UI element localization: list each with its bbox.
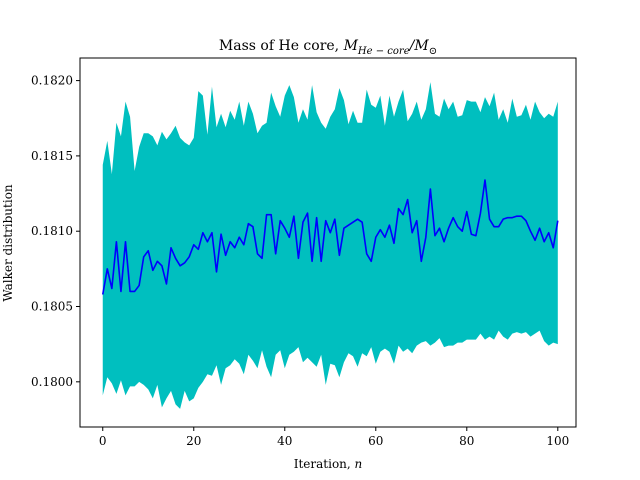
- chart-title: Mass of He core, MHe − core/M⊙: [219, 38, 437, 57]
- x-tick-label: 40: [277, 434, 292, 448]
- x-tick-label: 60: [368, 434, 383, 448]
- y-tick-label: 0.1820: [31, 74, 73, 88]
- axes-frame: [79, 57, 577, 428]
- x-axis-label: Iteration, n: [294, 457, 363, 471]
- y-tick-label: 0.1805: [31, 300, 73, 314]
- x-tick-label: 80: [459, 434, 474, 448]
- median-line: [101, 179, 559, 295]
- x-tick-label: 100: [546, 434, 569, 448]
- y-tick-label: 0.1810: [31, 224, 73, 238]
- walker-spread-band: [102, 82, 558, 409]
- y-tick-label: 0.1800: [31, 375, 73, 389]
- x-axis: 0 20 40 60 80 100: [99, 427, 569, 448]
- x-tick-label: 0: [99, 434, 107, 448]
- plot-area: [101, 82, 559, 409]
- y-axis-label: Walker distribution: [1, 184, 15, 302]
- y-tick-label: 0.1815: [31, 149, 73, 163]
- y-axis: 0.1800 0.1805 0.1810 0.1815 0.1820: [31, 74, 80, 389]
- x-tick-label: 20: [186, 434, 201, 448]
